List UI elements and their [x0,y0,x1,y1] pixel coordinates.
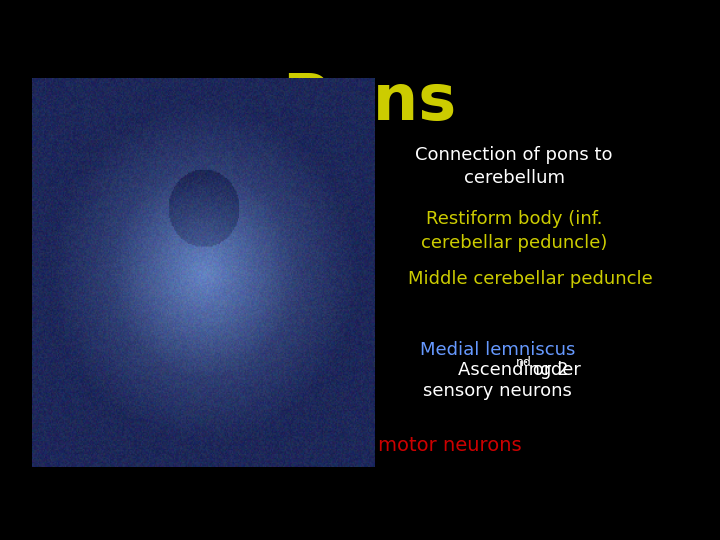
Text: Descending upper motor neurons: Descending upper motor neurons [194,436,522,455]
Text: Restiform body (inf.
cerebellar peduncle): Restiform body (inf. cerebellar peduncle… [421,210,607,252]
Text: Medial lemniscus: Medial lemniscus [420,341,575,359]
Text: 4: 4 [135,122,149,141]
Text: Ascending 2: Ascending 2 [458,361,569,380]
Text: Pons: Pons [282,71,456,133]
Text: th: th [151,115,166,129]
Text: Middle cerebellar peduncle: Middle cerebellar peduncle [408,270,653,288]
Text: order: order [527,361,581,380]
Text: nd: nd [516,356,531,369]
Text: sensory neurons: sensory neurons [423,382,572,400]
Text: Connection of pons to
cerebellum: Connection of pons to cerebellum [415,146,613,187]
Text: Ventricle: Ventricle [161,122,266,141]
